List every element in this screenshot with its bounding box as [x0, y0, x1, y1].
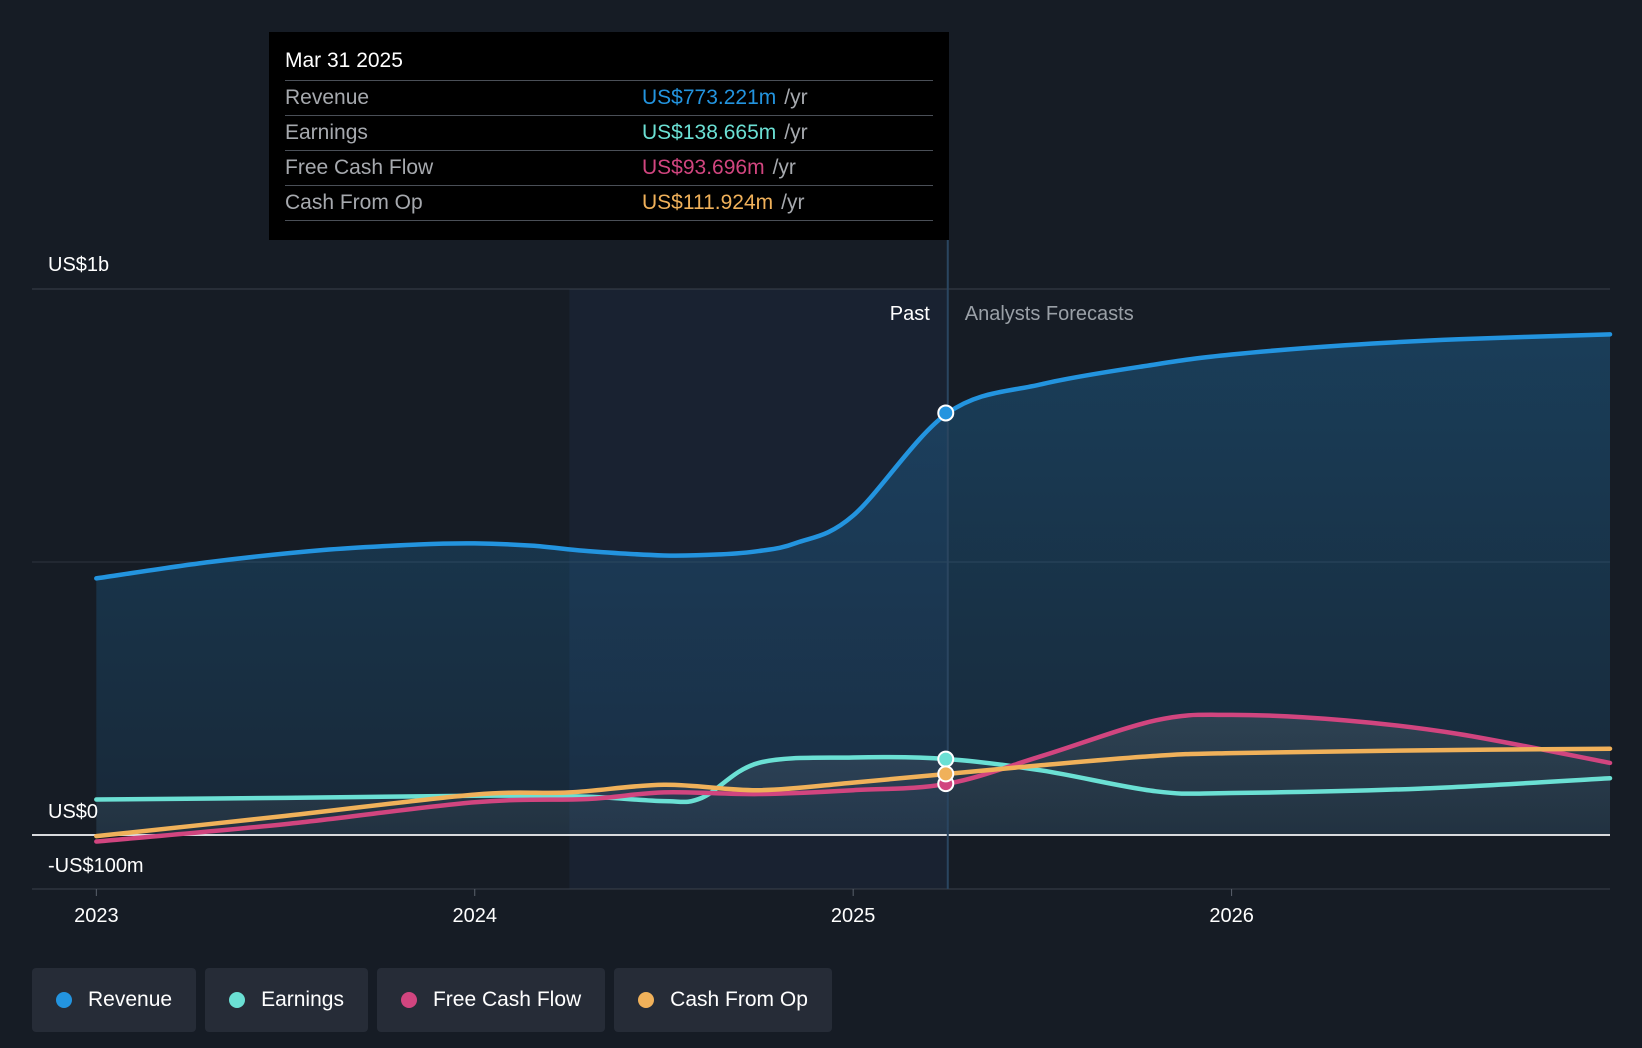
- tooltip-row-name: Free Cash Flow: [285, 156, 434, 179]
- tooltip-row-revenue: Revenue US$773.221m /yr: [285, 81, 933, 116]
- tooltip-row-name: Earnings: [285, 121, 368, 144]
- tooltip-row-name: Cash From Op: [285, 191, 423, 214]
- chart: US$1b US$0 -US$100m Past Analysts Foreca…: [32, 240, 1613, 927]
- y-axis-bottom-label: -US$100m: [48, 855, 144, 877]
- legend-item-earnings[interactable]: Earnings: [205, 968, 368, 1032]
- tooltip-row-unit: /yr: [781, 191, 805, 214]
- tooltip-date: Mar 31 2025: [285, 46, 933, 81]
- tooltip-row-name: Revenue: [285, 86, 370, 109]
- free-cash-flow-line: [94, 712, 1613, 844]
- revenue-marker: [937, 404, 955, 422]
- tooltip-row-unit: /yr: [784, 121, 808, 144]
- tooltip-row-unit: /yr: [784, 86, 808, 109]
- revenue-area: [96, 334, 1610, 835]
- legend-item-cash-from-op[interactable]: Cash From Op: [614, 968, 832, 1032]
- revenue-line: [94, 332, 1613, 581]
- y-axis-zero-label: US$0: [48, 801, 98, 823]
- legend-item-revenue[interactable]: Revenue: [32, 968, 197, 1032]
- cash-from-op-line: [94, 746, 1613, 839]
- forecast-label: Analysts Forecasts: [965, 303, 1134, 325]
- tooltip-row-unit: /yr: [772, 156, 796, 179]
- tooltip: Mar 31 2025 Revenue US$773.221m /yr Earn…: [269, 32, 949, 240]
- tooltip-row-earnings: Earnings US$138.665m /yr: [285, 116, 933, 151]
- x-tick-label: 2026: [1209, 905, 1254, 927]
- x-tick-label: 2024: [452, 905, 497, 927]
- revenue-dot-icon: [56, 992, 72, 1008]
- earnings-marker: [937, 750, 955, 768]
- earnings-dot-icon: [229, 992, 246, 1008]
- tooltip-row-value: US$111.924m: [642, 191, 774, 214]
- legend-label: Cash From Op: [670, 988, 808, 1011]
- legend-label: Revenue: [88, 988, 173, 1011]
- x-tick-label: 2023: [74, 905, 119, 927]
- free-cash-flow-dot-icon: [400, 992, 417, 1008]
- cash-from-op-marker: [937, 765, 955, 783]
- tooltip-row-value: US$138.665m: [642, 121, 777, 144]
- cash-from-op-dot-icon: [638, 992, 655, 1008]
- tooltip-row-free-cash-flow: Free Cash Flow US$93.696m /yr: [285, 151, 933, 186]
- x-tick-label: 2025: [831, 905, 876, 927]
- tooltip-row-value: US$773.221m: [642, 86, 777, 109]
- legend-item-free-cash-flow[interactable]: Free Cash Flow: [376, 968, 606, 1032]
- tooltip-row-value: US$93.696m: [642, 156, 765, 179]
- legend-label: Free Cash Flow: [432, 988, 582, 1011]
- legend-label: Earnings: [261, 988, 344, 1011]
- y-axis-top-label: US$1b: [48, 254, 109, 276]
- past-label: Past: [890, 303, 930, 325]
- tooltip-row-cash-from-op: Cash From Op US$111.924m /yr: [285, 186, 933, 221]
- legend: Revenue Earnings Free Cash Flow Cash Fro…: [32, 968, 832, 1032]
